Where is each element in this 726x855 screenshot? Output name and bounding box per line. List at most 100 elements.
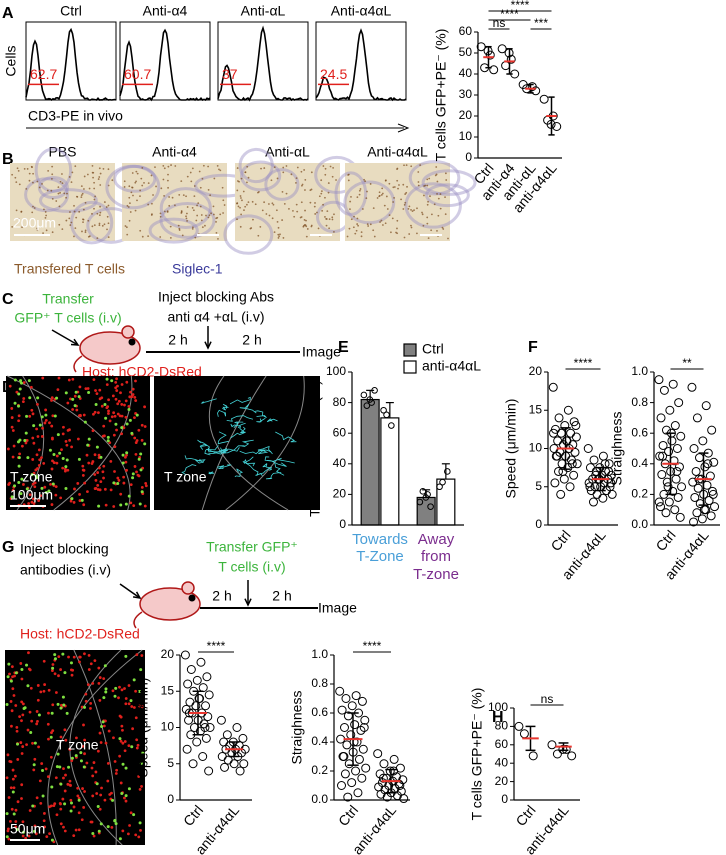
cell — [392, 186, 395, 189]
cell — [430, 213, 433, 216]
red-cell — [135, 439, 139, 442]
data-point — [238, 733, 248, 743]
red-cell — [37, 464, 41, 467]
red-cell — [123, 796, 126, 800]
red-cell — [35, 796, 39, 800]
cell — [383, 204, 386, 207]
cell — [80, 194, 83, 196]
red-cell — [31, 412, 35, 416]
cell — [92, 171, 95, 174]
cell-track — [242, 459, 256, 467]
cell — [324, 216, 326, 218]
cell — [36, 180, 39, 183]
red-cell — [92, 378, 96, 382]
red-cell — [102, 476, 105, 480]
cell — [402, 208, 405, 210]
red-cell — [137, 428, 141, 432]
cell — [324, 167, 327, 170]
cell — [410, 224, 412, 227]
red-cell — [7, 837, 11, 841]
y-tick-label: 1.0 — [631, 364, 648, 378]
red-cell — [84, 692, 88, 696]
histogram-frame — [25, 21, 117, 101]
green-cell — [113, 818, 117, 822]
cell — [160, 187, 163, 190]
stain-legend: Transfered T cells — [14, 261, 125, 277]
boundary — [69, 649, 123, 846]
green-cell — [71, 397, 75, 401]
red-cell — [68, 438, 72, 442]
cell — [83, 175, 86, 178]
cell — [260, 167, 262, 170]
y-tick-label: 0 — [501, 792, 508, 806]
cell — [180, 180, 183, 183]
red-cell — [96, 749, 100, 753]
red-cell — [72, 500, 76, 504]
red-cell — [37, 499, 41, 502]
red-cell — [63, 467, 67, 471]
cell — [403, 236, 406, 239]
red-cell — [32, 441, 36, 445]
cell — [263, 167, 266, 169]
red-cell — [11, 768, 15, 772]
boundary — [47, 649, 143, 846]
cell — [416, 207, 418, 210]
data-point — [201, 701, 211, 711]
cell — [293, 215, 296, 218]
red-cell — [82, 723, 85, 727]
red-cell — [29, 686, 33, 690]
red-cell — [27, 651, 30, 655]
green-cell — [53, 653, 57, 657]
cell — [378, 191, 381, 194]
y-tick-label: 50 — [459, 45, 473, 59]
red-cell — [75, 736, 78, 740]
red-cell — [134, 379, 137, 383]
cell — [299, 216, 302, 219]
cell — [328, 218, 331, 221]
cell — [410, 208, 412, 211]
red-cell — [64, 439, 68, 443]
cell — [140, 177, 143, 180]
green-cell — [74, 390, 78, 394]
red-cell — [84, 387, 88, 390]
cell — [202, 164, 205, 167]
red-cell — [124, 799, 128, 803]
red-cell — [143, 405, 146, 409]
cell — [372, 207, 375, 209]
green-cell — [64, 487, 68, 491]
zone-label: T zone — [56, 737, 99, 753]
red-cell — [134, 452, 138, 456]
cell — [135, 180, 137, 183]
red-cell — [32, 502, 36, 505]
red-cell — [20, 700, 24, 704]
red-cell — [101, 434, 105, 438]
red-cell — [62, 425, 65, 429]
data-point — [186, 665, 196, 674]
red-cell — [129, 811, 133, 815]
cell — [222, 212, 224, 214]
cell — [426, 216, 429, 219]
red-cell — [127, 744, 131, 748]
cell-track — [244, 456, 259, 477]
cell — [282, 166, 285, 169]
red-cell — [75, 408, 79, 412]
green-cell — [41, 769, 45, 773]
cell — [186, 206, 189, 208]
cell — [442, 228, 445, 230]
red-cell — [93, 487, 97, 490]
green-cell — [55, 765, 59, 769]
cell — [102, 168, 105, 170]
red-cell — [58, 801, 62, 805]
cell — [177, 224, 180, 227]
green-cell — [137, 457, 141, 461]
cell — [304, 209, 306, 212]
cell — [364, 180, 367, 183]
cell — [237, 205, 240, 208]
cell — [65, 219, 68, 222]
green-cell — [128, 418, 132, 422]
cell — [80, 196, 83, 199]
red-cell — [54, 776, 58, 780]
y-tick-label: 5 — [535, 479, 542, 493]
data-point — [192, 737, 202, 747]
green-cell — [120, 791, 124, 795]
